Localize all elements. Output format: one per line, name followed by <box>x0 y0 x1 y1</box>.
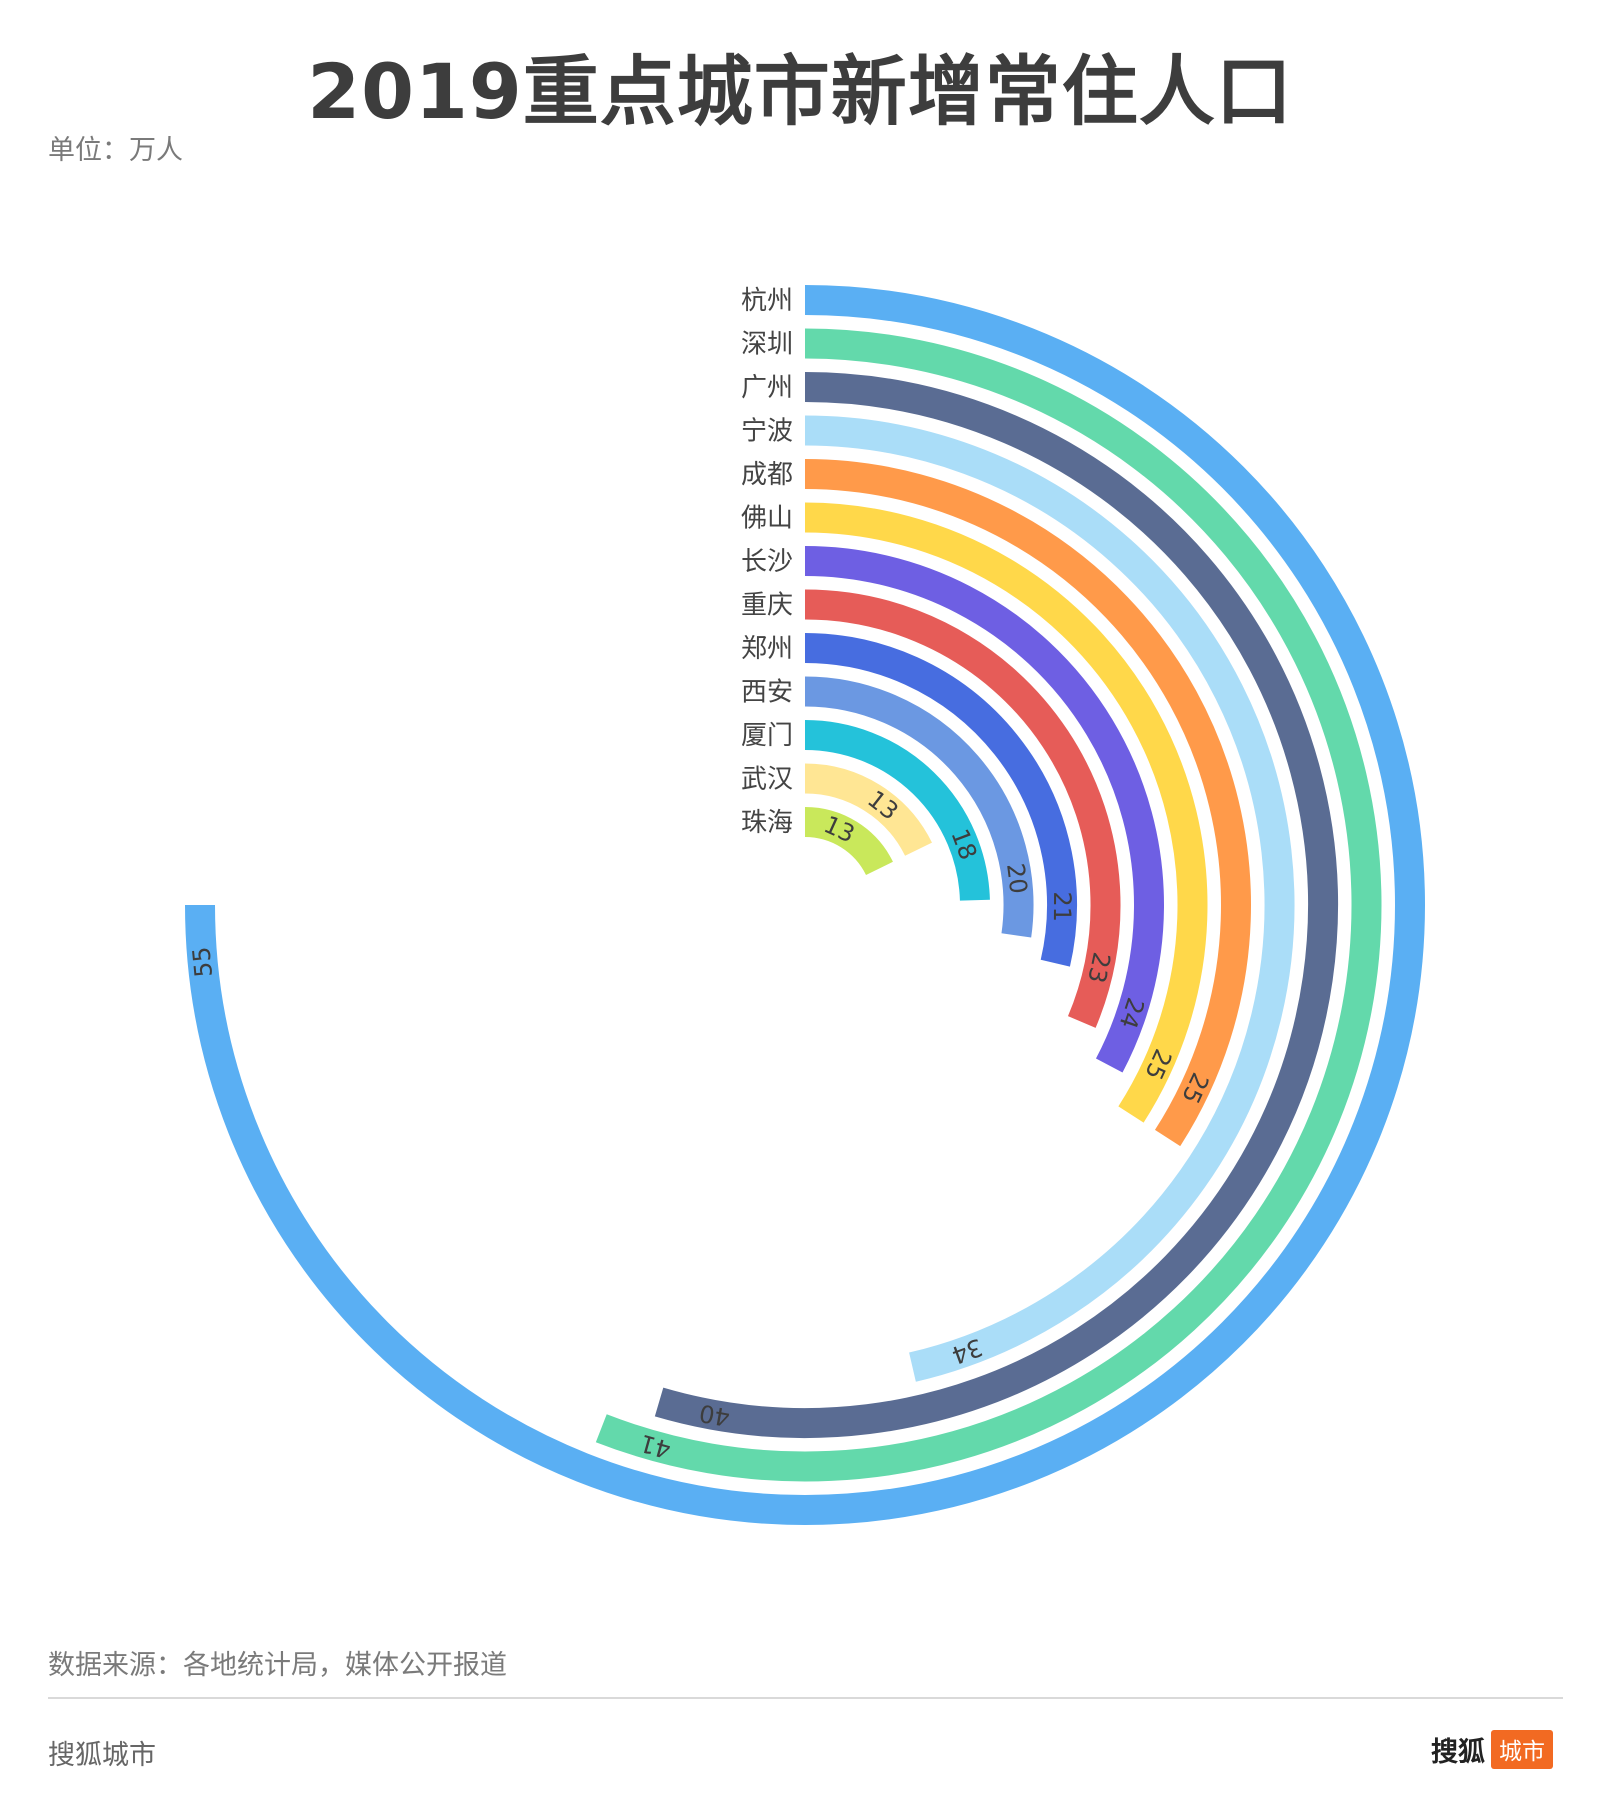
bar-佛山 <box>804 502 1208 1123</box>
bar-成都 <box>804 459 1251 1147</box>
bar-宁波 <box>804 415 1295 1382</box>
category-label-杭州: 杭州 <box>741 286 793 316</box>
category-label-郑州: 郑州 <box>741 634 793 664</box>
category-label-长沙: 长沙 <box>741 547 793 577</box>
bar-杭州 <box>185 285 1425 1525</box>
bar-郑州 <box>804 633 1077 967</box>
footer-divider <box>48 1697 1563 1699</box>
bar-武汉 <box>804 763 932 857</box>
bar-西安 <box>804 676 1034 938</box>
category-label-成都: 成都 <box>741 460 793 490</box>
footer-brand-text: 搜狐城市 <box>48 1740 156 1771</box>
unit-label: 单位：万人 <box>48 135 183 166</box>
value-label-西安: 20 <box>1001 862 1033 896</box>
bars-layer <box>185 285 1425 1525</box>
value-label-郑州: 21 <box>1048 891 1076 922</box>
category-label-佛山: 佛山 <box>741 504 793 534</box>
value-label-重庆: 23 <box>1082 950 1116 986</box>
category-label-重庆: 重庆 <box>741 591 793 621</box>
category-label-西安: 西安 <box>741 678 793 708</box>
bar-广州 <box>654 372 1338 1438</box>
category-label-厦门: 厦门 <box>741 721 793 751</box>
category-label-珠海: 珠海 <box>741 808 793 838</box>
bar-珠海 <box>804 807 893 876</box>
category-label-武汉: 武汉 <box>741 765 793 795</box>
category-label-广州: 广州 <box>741 373 793 403</box>
bar-长沙 <box>804 546 1164 1073</box>
category-label-宁波: 宁波 <box>741 417 793 447</box>
value-label-广州: 40 <box>697 1399 732 1432</box>
logo-main-text: 搜狐 <box>1431 1737 1485 1768</box>
bar-深圳 <box>595 328 1382 1482</box>
logo-badge: 城市 <box>1491 1730 1553 1769</box>
chart-title: 2019重点城市新增常住人口 <box>307 47 1293 136</box>
sohu-city-logo: 搜狐 城市 <box>1431 1730 1553 1769</box>
category-label-深圳: 深圳 <box>741 330 793 360</box>
bar-重庆 <box>804 589 1121 1028</box>
value-label-杭州: 55 <box>187 945 218 978</box>
data-source: 数据来源：各地统计局，媒体公开报道 <box>48 1650 507 1681</box>
bar-厦门 <box>804 720 990 901</box>
